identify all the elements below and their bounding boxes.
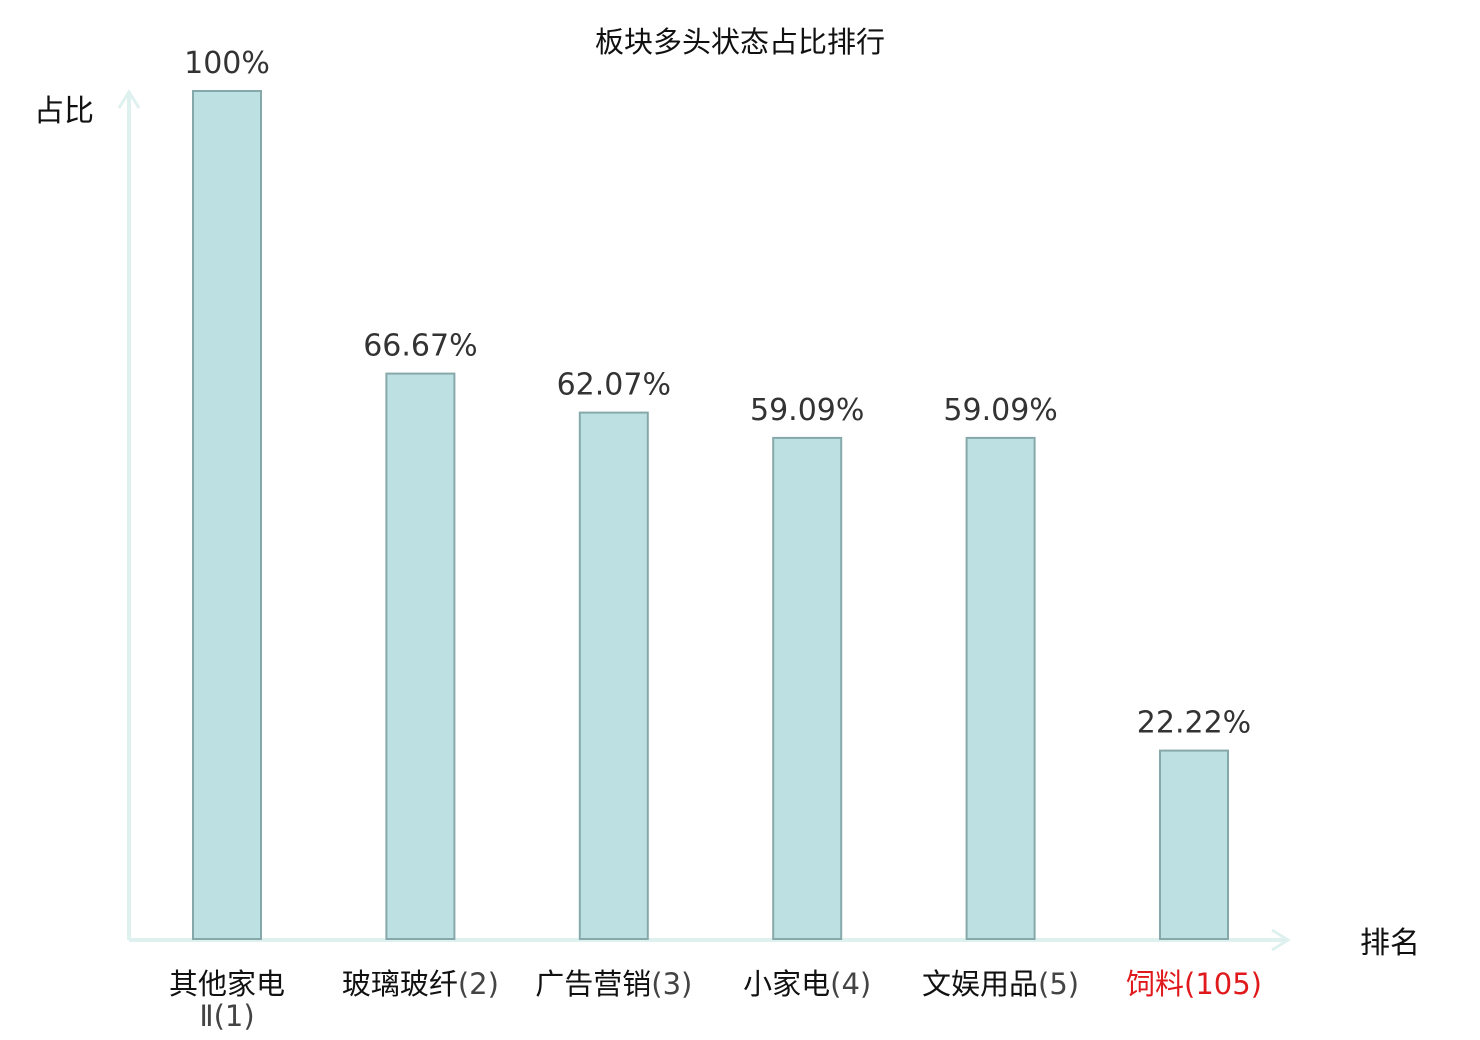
- data-label: 100%: [184, 46, 270, 81]
- category-name-continued: Ⅱ: [199, 999, 213, 1033]
- category-name: 小家电: [743, 967, 830, 1001]
- category-rank: (105): [1184, 967, 1262, 1001]
- x-axis-arrow-icon: [1271, 928, 1291, 952]
- bar: [1159, 749, 1229, 940]
- data-label: 59.09%: [943, 393, 1057, 428]
- category-rank: (1): [214, 999, 255, 1033]
- data-label: 62.07%: [557, 368, 671, 403]
- bar: [578, 411, 649, 941]
- category-name: 广告营销: [535, 967, 651, 1001]
- x-tick-label: 饲料(105): [1126, 967, 1262, 1001]
- category-rank: (4): [830, 967, 871, 1001]
- chart-title: 板块多头状态占比排行: [595, 25, 885, 59]
- x-tick-label: 小家电(4): [743, 967, 871, 1001]
- y-axis-arrow-icon: [117, 89, 141, 109]
- x-axis-label: 排名: [1360, 926, 1420, 961]
- x-tick-label: 玻璃玻纤(2): [342, 967, 499, 1001]
- x-tick-label: 其他家电 Ⅱ(1): [169, 967, 285, 1033]
- category-name: 饲料: [1126, 967, 1184, 1001]
- bar: [965, 436, 1036, 940]
- bars-group: 100% 其他家电 Ⅱ(1) 66.67% 玻璃玻纤(2) 62.07% 广告营销(3) 59…: [169, 46, 1262, 1033]
- category-name: 文娱用品: [922, 967, 1038, 1001]
- data-label: 66.67%: [363, 329, 477, 364]
- category-name: 其他家电: [169, 967, 285, 1001]
- y-axis-label: 占比: [34, 94, 94, 129]
- category-rank: (3): [651, 967, 692, 1001]
- bar: [385, 372, 456, 941]
- category-name: 玻璃玻纤: [342, 967, 458, 1001]
- category-rank: (5): [1038, 967, 1079, 1001]
- x-tick-label: 文娱用品(5): [922, 967, 1079, 1001]
- bar: [772, 436, 843, 940]
- x-tick-label: 广告营销(3): [535, 967, 692, 1001]
- bar: [192, 90, 262, 940]
- category-rank: (2): [458, 967, 499, 1001]
- data-label: 22.22%: [1137, 706, 1251, 741]
- data-label: 59.09%: [750, 393, 864, 428]
